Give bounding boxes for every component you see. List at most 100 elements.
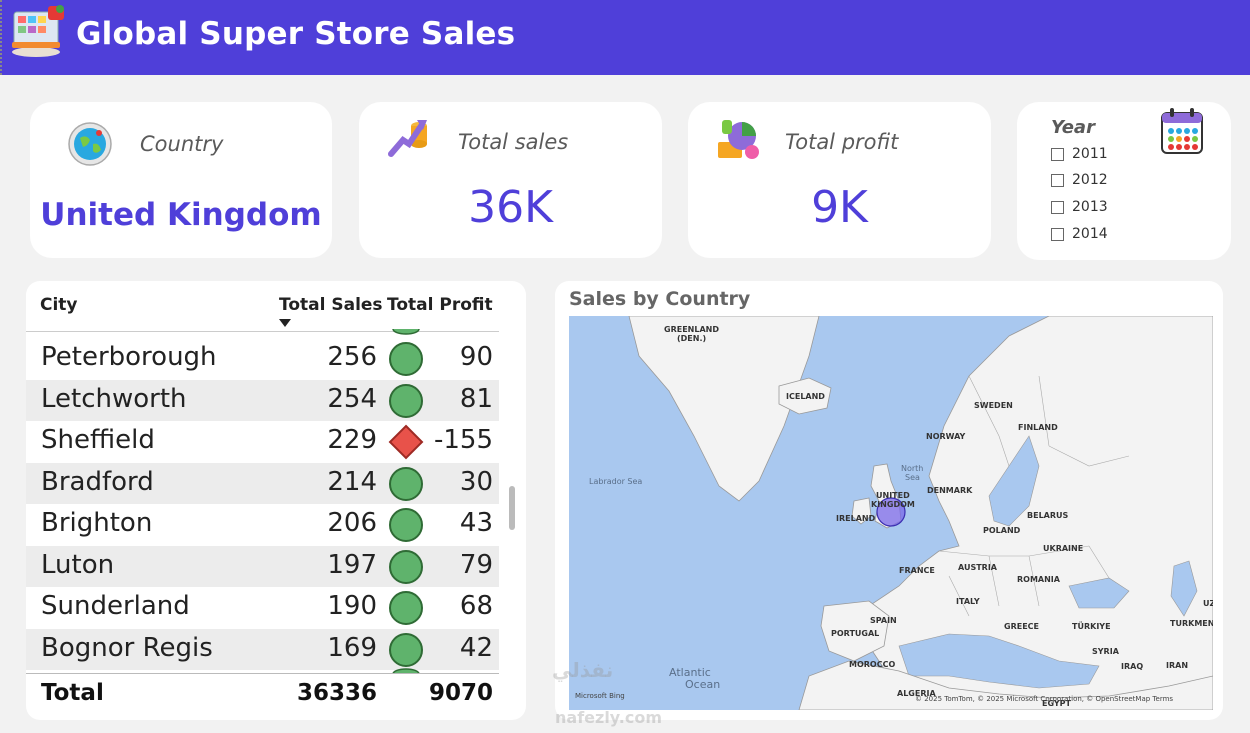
partial-indicator-icon	[392, 668, 420, 674]
total-sales-label: Total sales	[458, 130, 569, 154]
year-option-label: 2011	[1072, 146, 1108, 162]
year-option-2012[interactable]: 2012	[1051, 172, 1108, 188]
positive-circle-icon	[389, 383, 423, 418]
country-card: Country United Kingdom	[30, 102, 332, 258]
cell-city: Sheffield	[41, 425, 155, 455]
checkbox-2014[interactable]	[1051, 227, 1064, 241]
map-label-ireland: IRELAND	[836, 514, 876, 523]
map-label-iraq: IRAQ	[1121, 662, 1144, 671]
cell-city: Brighton	[41, 508, 153, 538]
cell-city: Peterborough	[41, 342, 217, 372]
sea-label-labrador: Labrador Sea	[589, 477, 643, 486]
positive-circle-icon	[389, 632, 423, 667]
positive-circle-icon	[389, 508, 423, 542]
sea-label-north: North	[901, 464, 924, 473]
watermark-url: nafezly.com	[555, 708, 662, 727]
bing-attribution: Microsoft Bing	[575, 692, 625, 700]
map-label-iran: IRAN	[1166, 661, 1189, 670]
map-title: Sales by Country	[569, 288, 751, 310]
city-table: City Total Sales Total Profit Peterborou…	[26, 281, 526, 720]
column-header-total-profit[interactable]: Total Profit	[387, 295, 493, 315]
year-option-2011[interactable]: 2011	[1051, 146, 1108, 162]
cell-total-profit: 81	[459, 383, 493, 414]
cell-total-sales: 229	[327, 425, 377, 455]
cell-total-sales: 169	[327, 632, 377, 663]
map-label-uz: UZ	[1203, 599, 1213, 608]
map-label-greece: GREECE	[1004, 622, 1039, 631]
cell-total-profit: -155	[433, 425, 493, 455]
map-label-turkiye: TÜRKIYE	[1072, 622, 1111, 631]
table-row[interactable]: Letchworth 254 81	[26, 379, 499, 421]
sea-label-atlantic-sub: Ocean	[685, 678, 721, 691]
map-label-turkmenistan: TURKMENI	[1170, 619, 1213, 628]
map-label-italy: ITALY	[956, 597, 980, 606]
total-sales-sum: 36336	[296, 680, 377, 706]
profit-chart-icon	[718, 120, 759, 159]
cell-total-profit: 68	[459, 591, 493, 621]
country-value: United Kingdom	[40, 197, 322, 233]
table-row[interactable]: Bognor Regis 169 42	[26, 628, 499, 670]
total-profit-value: 9K	[811, 182, 868, 233]
year-filter-label: Year	[1051, 117, 1095, 138]
checkbox-2013[interactable]	[1051, 200, 1064, 214]
positive-circle-icon	[389, 591, 423, 625]
map-label-uk-sub: KINGDOM	[871, 500, 915, 509]
table-scrollbar[interactable]	[509, 486, 515, 530]
cell-city: Letchworth	[41, 383, 187, 414]
cell-total-profit: 30	[459, 466, 493, 497]
checkbox-2012[interactable]	[1051, 173, 1064, 187]
cell-total-sales: 254	[327, 383, 377, 414]
map-attribution[interactable]: © 2025 TomTom, © 2025 Microsoft Corporat…	[915, 695, 1174, 703]
year-option-2014[interactable]: 2014	[1051, 226, 1108, 242]
total-profit-card: Total profit 9K	[688, 102, 991, 258]
cell-city: Luton	[41, 549, 115, 580]
map-label-egypt: EGYPT	[1042, 699, 1071, 708]
table-row[interactable]: Luton 197 79	[26, 545, 499, 587]
total-profit-sum: 9070	[428, 680, 493, 706]
cell-total-profit: 42	[459, 632, 493, 663]
map-label-greenland: GREENLAND	[664, 325, 719, 334]
cell-total-profit: 43	[459, 508, 493, 538]
total-sales-card: Total sales 36K	[359, 102, 662, 258]
table-row[interactable]: Sunderland 190 68	[26, 587, 499, 628]
header-bar: Global Super Store Sales	[0, 0, 1250, 75]
map-label-uk: UNITED	[876, 491, 910, 500]
store-logo-icon	[12, 5, 64, 57]
year-option-label: 2012	[1072, 172, 1108, 188]
table-row[interactable]: Peterborough 256 90	[26, 338, 499, 379]
sea-label-north-sub: Sea	[905, 473, 920, 482]
map-label-romania: ROMANIA	[1017, 575, 1060, 584]
uk-sales-bubble[interactable]	[875, 496, 907, 528]
cell-city: Sunderland	[41, 591, 190, 621]
cell-total-sales: 197	[327, 549, 377, 580]
total-row: Total 36336 9070	[26, 673, 499, 716]
checkbox-2011[interactable]	[1051, 147, 1064, 161]
sea-label-atlantic: Atlantic	[669, 666, 711, 679]
map-canvas[interactable]: GREENLAND (DEN.) ICELAND SWEDEN NORWAY F…	[569, 316, 1213, 710]
map-label-belarus: BELARUS	[1027, 511, 1069, 520]
map-label-denmark: DENMARK	[927, 486, 973, 495]
cell-total-profit: 79	[459, 549, 493, 580]
column-header-total-sales[interactable]: Total Sales	[279, 295, 383, 315]
map-label-france: FRANCE	[899, 566, 935, 575]
cell-total-sales: 256	[327, 342, 377, 372]
country-label: Country	[140, 132, 224, 156]
column-header-city[interactable]: City	[40, 295, 78, 315]
calendar-icon	[1161, 108, 1203, 154]
cell-total-sales: 206	[327, 508, 377, 538]
watermark-arabic: نفذلي	[552, 658, 614, 682]
sort-descending-icon[interactable]	[279, 319, 291, 327]
table-row[interactable]: Bradford 214 30	[26, 462, 499, 504]
map-land-shapes	[628, 316, 1213, 710]
table-row[interactable]: Sheffield 229 -155	[26, 421, 499, 462]
map-label-spain: SPAIN	[870, 616, 897, 625]
positive-circle-icon	[389, 466, 423, 501]
negative-diamond-icon	[388, 424, 424, 460]
table-row[interactable]: Brighton 206 43	[26, 504, 499, 545]
year-option-2013[interactable]: 2013	[1051, 199, 1108, 215]
sales-by-country-map-card: Sales by Country	[555, 281, 1223, 720]
total-label: Total	[41, 680, 104, 706]
cell-total-sales: 190	[327, 591, 377, 621]
map-label-sweden: SWEDEN	[974, 401, 1013, 410]
map-label-norway: NORWAY	[926, 432, 966, 441]
